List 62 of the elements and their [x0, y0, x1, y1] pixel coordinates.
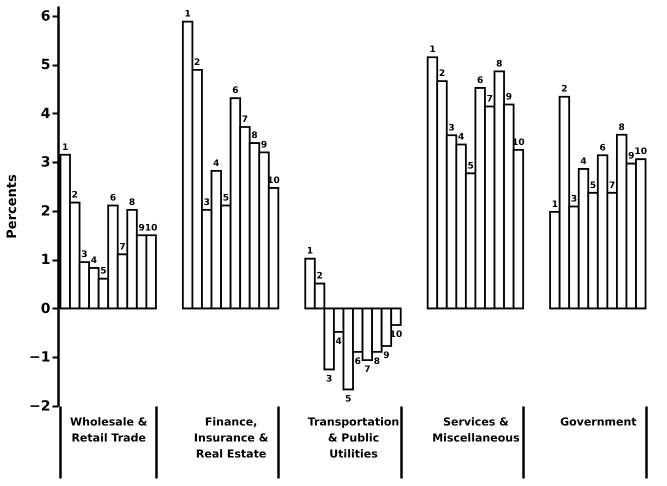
text: 6 — [354, 356, 361, 367]
text: 9 — [628, 152, 634, 162]
y-tick-label: 6 — [40, 8, 50, 24]
text: 3 — [570, 194, 578, 204]
y-axis-title: Percents — [5, 174, 20, 239]
series-label: 6 — [110, 194, 116, 204]
text: 7 — [486, 94, 493, 104]
series-label: 2 — [72, 190, 78, 201]
text: 4 — [580, 156, 587, 167]
x-tick-label: Transportation & Public Utilities — [308, 416, 400, 460]
text: 2 — [438, 69, 446, 80]
text: 4 — [458, 132, 464, 143]
text: 6 — [477, 76, 484, 86]
text: 1 — [552, 200, 558, 210]
text: 6 — [232, 86, 238, 96]
series-label: 4 — [90, 256, 97, 266]
text: 9 — [260, 140, 268, 150]
series-label: 8 — [128, 198, 136, 208]
y-tick-label: 5 — [40, 57, 50, 74]
text: 10 — [634, 147, 648, 158]
y-tick-label: 3 — [40, 154, 50, 171]
series-label: 10 — [144, 223, 158, 234]
y-tick-label: 1 — [40, 252, 50, 268]
x-tick-label: Finance, Insurance & Real Estate — [194, 416, 269, 460]
text: 3 — [448, 123, 455, 134]
text: 5 — [590, 180, 596, 191]
series-label: 3 — [81, 250, 88, 260]
text: 4 — [213, 158, 220, 169]
text: 8 — [618, 122, 625, 133]
text: 1 — [429, 45, 436, 56]
y-tick-label: 0 — [40, 300, 51, 317]
text: 7 — [242, 114, 248, 125]
text: 1 — [306, 246, 314, 257]
text: 8 — [496, 59, 502, 70]
text: 5 — [468, 161, 474, 172]
text: 2 — [316, 272, 323, 282]
series-label: 9 — [138, 223, 145, 234]
text: 9 — [383, 351, 390, 361]
series-label: 5 — [100, 266, 107, 277]
y-tick-label: 4 — [40, 106, 51, 122]
text: 7 — [609, 180, 616, 191]
text: 2 — [561, 84, 568, 95]
text: 7 — [364, 365, 370, 376]
y-tick-label: −2 — [29, 398, 50, 414]
x-tick-label: Services & Miscellaneous — [432, 416, 520, 444]
text: 8 — [374, 356, 380, 367]
x-tick-label: Government — [560, 416, 637, 428]
text: 5 — [345, 394, 352, 404]
y-tick-label: −1 — [29, 350, 50, 366]
series-label: 7 — [119, 242, 126, 252]
text: 2 — [194, 58, 200, 68]
text: 1 — [184, 10, 191, 20]
series-label: 1 — [62, 142, 68, 153]
text: 4 — [336, 336, 342, 347]
text: 6 — [599, 143, 606, 154]
y-tick-label: 2 — [40, 203, 50, 220]
text: 5 — [222, 194, 229, 204]
text: 8 — [251, 131, 258, 142]
text: 3 — [326, 374, 332, 384]
text: 9 — [506, 92, 512, 103]
x-tick-label: Wholesale & Retail Trade — [70, 416, 148, 444]
text: 3 — [204, 198, 210, 208]
